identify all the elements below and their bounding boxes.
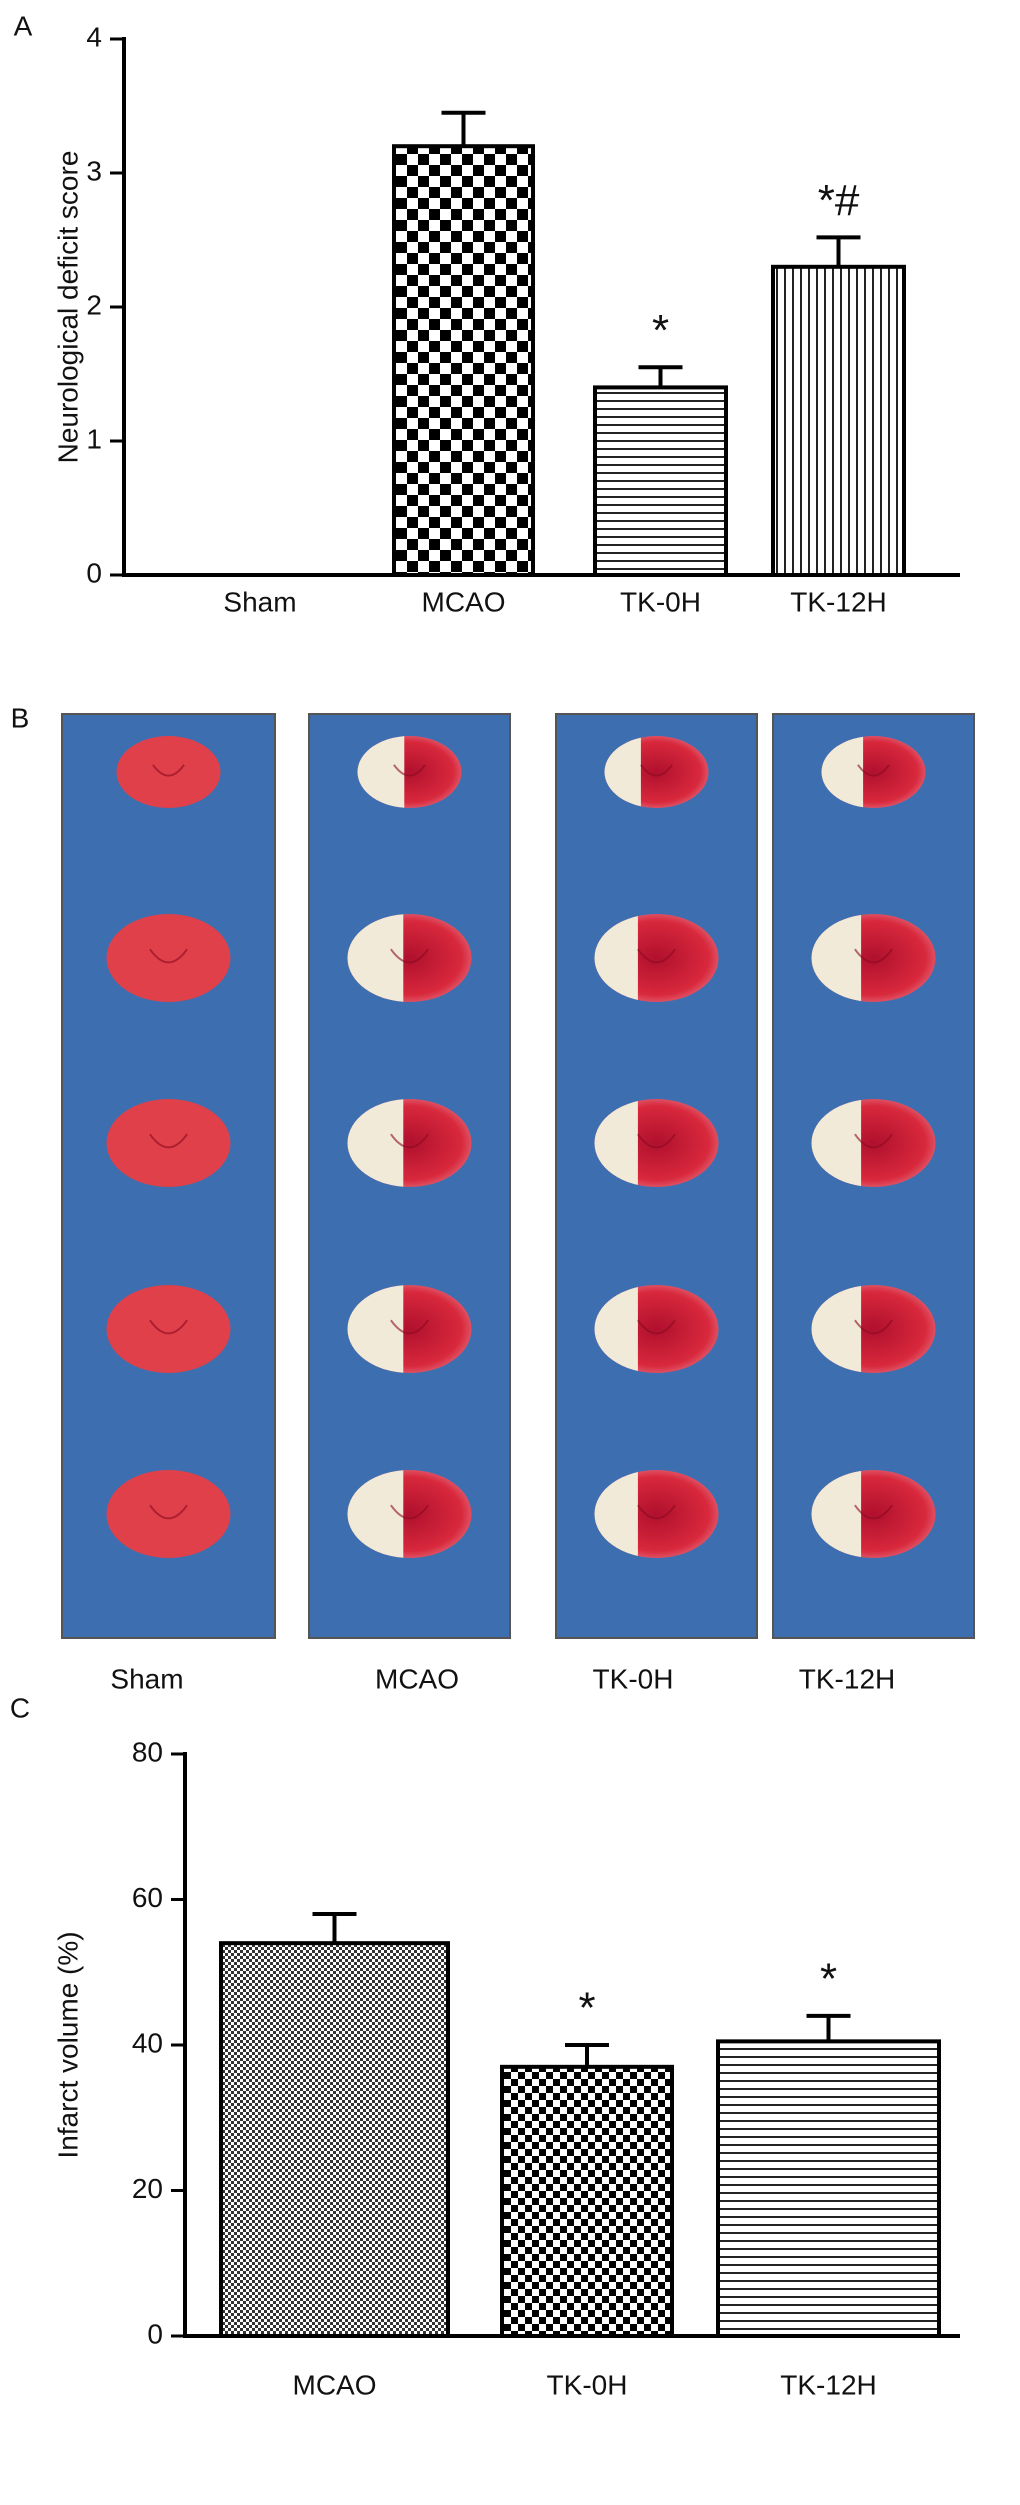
brain-slice bbox=[116, 736, 221, 808]
bar bbox=[219, 1941, 450, 2339]
brain-fold bbox=[149, 1133, 188, 1149]
brain-fold bbox=[393, 764, 426, 777]
y-tick-label: 4 bbox=[86, 21, 102, 52]
photo-label: MCAO bbox=[375, 1663, 459, 1694]
photo-label: TK-12H bbox=[799, 1663, 895, 1694]
brain-fold bbox=[390, 1133, 429, 1149]
photo-label: Sham bbox=[110, 1663, 183, 1694]
bar bbox=[771, 264, 906, 577]
brain-slice bbox=[106, 1285, 231, 1373]
brain-fold bbox=[854, 1504, 893, 1520]
significance-label: *# bbox=[818, 176, 860, 225]
y-tick-label: 40 bbox=[132, 2027, 163, 2058]
brain-fold bbox=[390, 1319, 429, 1335]
brain-fold bbox=[637, 1133, 676, 1149]
y-tick-label: 3 bbox=[86, 155, 102, 186]
brain-fold bbox=[149, 1504, 188, 1520]
x-tick-label: TK-0H bbox=[547, 2369, 628, 2400]
bar bbox=[392, 144, 535, 577]
significance-label: * bbox=[652, 306, 669, 355]
x-tick-label: Sham bbox=[223, 586, 296, 617]
y-tick-label: 20 bbox=[132, 2173, 163, 2204]
brain-fold bbox=[640, 764, 673, 777]
significance-label: * bbox=[820, 1955, 837, 2004]
y-tick-label: 2 bbox=[86, 289, 102, 320]
brain-fold bbox=[854, 1133, 893, 1149]
brain-fold bbox=[390, 1504, 429, 1520]
y-tick-label: 60 bbox=[132, 1882, 163, 1913]
significance-label: * bbox=[578, 1984, 595, 2033]
brain-fold bbox=[637, 948, 676, 964]
y-axis-label: Neurological deficit score bbox=[52, 151, 83, 464]
brain-fold bbox=[857, 764, 890, 777]
photo-label: TK-0H bbox=[593, 1663, 674, 1694]
brain-fold bbox=[854, 948, 893, 964]
brain-fold bbox=[149, 948, 188, 964]
y-tick-label: 1 bbox=[86, 423, 102, 454]
x-tick-label: MCAO bbox=[422, 586, 506, 617]
x-tick-label: MCAO bbox=[293, 2369, 377, 2400]
brain-fold bbox=[149, 1319, 188, 1335]
y-tick-label: 80 bbox=[132, 1736, 163, 1767]
bar bbox=[593, 385, 728, 577]
panel-letter: B bbox=[11, 702, 30, 733]
y-tick-label: 0 bbox=[147, 2318, 163, 2349]
x-tick-label: TK-12H bbox=[790, 586, 886, 617]
brain-fold bbox=[152, 764, 185, 777]
x-tick-label: TK-0H bbox=[620, 586, 701, 617]
bar bbox=[716, 2039, 941, 2339]
y-axis-label: Infarct volume (%) bbox=[52, 1931, 83, 2158]
brain-slice bbox=[106, 1099, 231, 1187]
x-tick-label: TK-12H bbox=[780, 2369, 876, 2400]
brain-fold bbox=[854, 1319, 893, 1335]
brain-fold bbox=[637, 1504, 676, 1520]
brain-slice bbox=[106, 914, 231, 1002]
bar bbox=[500, 2064, 674, 2338]
brain-fold bbox=[637, 1319, 676, 1335]
panel-letter: C bbox=[10, 1692, 30, 1723]
brain-fold bbox=[390, 948, 429, 964]
panel-letter: A bbox=[14, 10, 33, 41]
brain-slice bbox=[106, 1470, 231, 1558]
y-tick-label: 0 bbox=[86, 557, 102, 588]
